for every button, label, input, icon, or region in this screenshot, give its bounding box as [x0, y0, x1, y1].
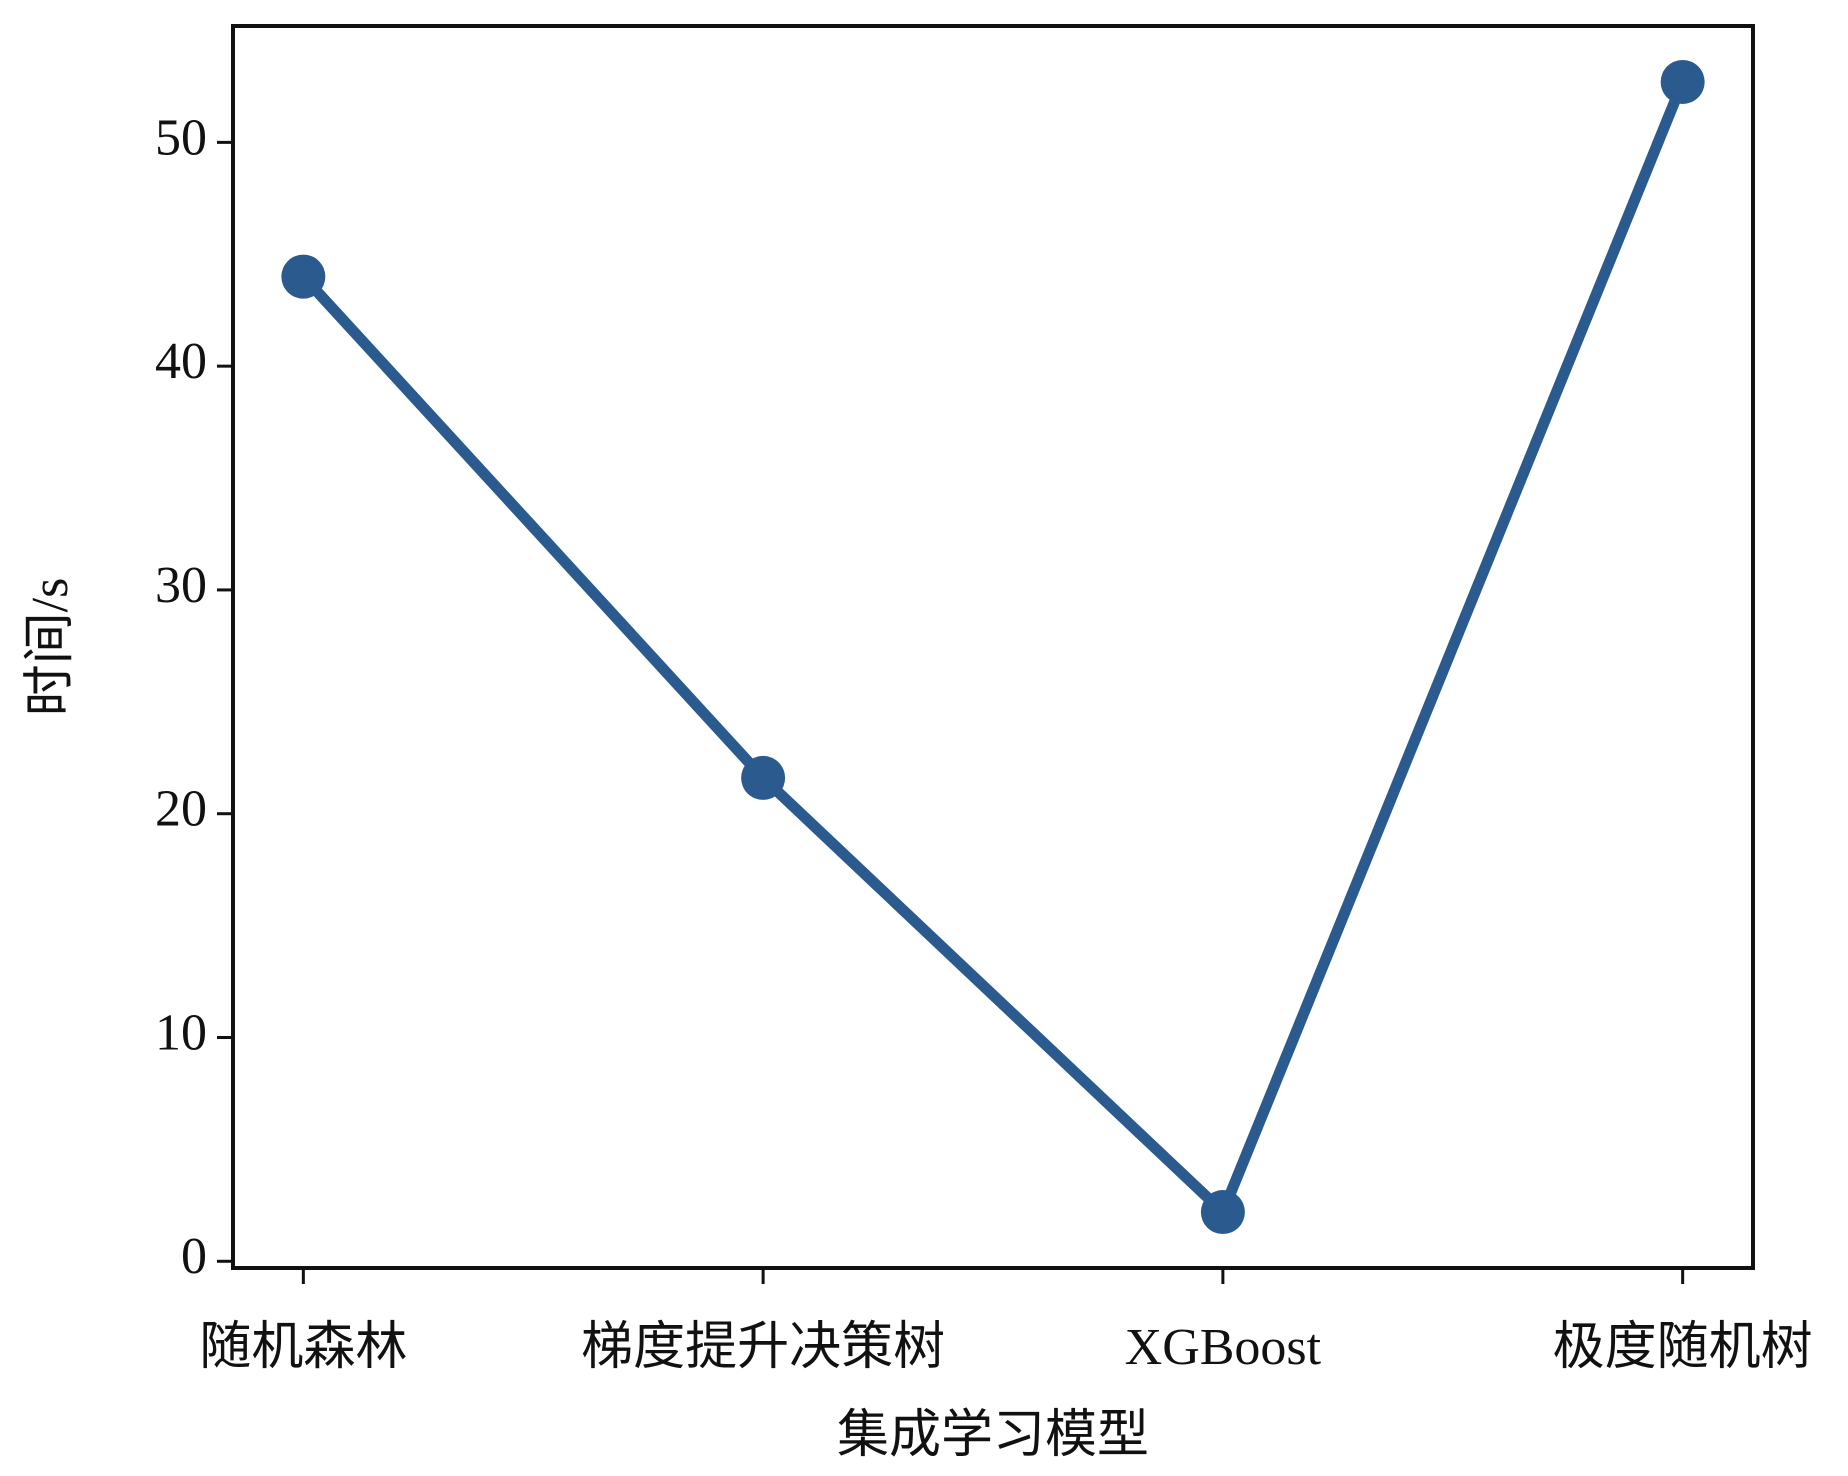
data-point — [741, 755, 786, 800]
series-line — [299, 79, 1688, 1218]
x-tick-label: 极度随机树 — [1553, 1319, 1813, 1376]
data-point — [1660, 59, 1705, 104]
y-axis-label: 时间/s — [22, 578, 79, 717]
plot-frame — [231, 24, 1755, 1270]
data-point — [1200, 1190, 1245, 1235]
y-tick-label: 40 — [155, 333, 207, 390]
x-axis-label: 集成学习模型 — [837, 1407, 1149, 1464]
y-tick-label: 30 — [155, 557, 207, 614]
y-tick-label: 50 — [155, 109, 207, 166]
y-tick-label: 10 — [155, 1004, 207, 1061]
data-point — [281, 254, 326, 299]
x-tick-label: 梯度提升决策树 — [581, 1319, 945, 1376]
y-tick-label: 20 — [155, 781, 207, 838]
x-tick-label: XGBoost — [1125, 1319, 1322, 1376]
x-tick-label: 随机森林 — [199, 1319, 407, 1376]
y-tick-label: 0 — [181, 1228, 207, 1285]
